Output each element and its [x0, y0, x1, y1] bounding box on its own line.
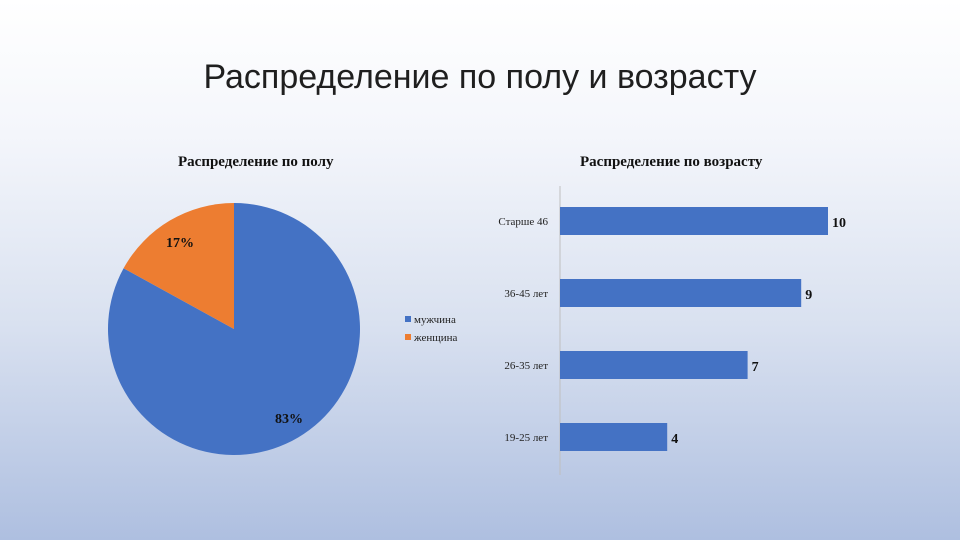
bar-chart-title: Распределение по возрасту: [580, 154, 763, 170]
bar: [560, 279, 802, 307]
bar-data-label: 10: [832, 216, 846, 231]
pie-chart-title: Распределение по полу: [178, 154, 334, 170]
legend-swatch-женщина: [405, 334, 411, 340]
bar: [560, 423, 668, 451]
legend-label: женщина: [413, 332, 457, 344]
pie-data-label: 83%: [275, 412, 303, 427]
bar-category-label: Старше 46: [498, 216, 548, 228]
bar: [560, 207, 828, 235]
bar-data-label: 9: [805, 288, 812, 303]
bar-category-label: 19-25 лет: [504, 432, 548, 444]
bar-category-label: 26-35 лет: [504, 360, 548, 372]
bar-data-label: 7: [752, 360, 759, 375]
bar-category-label: 36-45 лет: [504, 288, 548, 300]
legend-label: мужчина: [414, 314, 456, 326]
bar: [560, 351, 748, 379]
slide-title: Распределение по полу и возрасту: [203, 58, 757, 96]
bar-data-label: 4: [671, 432, 678, 447]
pie-slice-женщина: [123, 203, 234, 329]
legend-swatch-мужчина: [405, 316, 411, 322]
pie-data-label: 17%: [166, 236, 194, 251]
